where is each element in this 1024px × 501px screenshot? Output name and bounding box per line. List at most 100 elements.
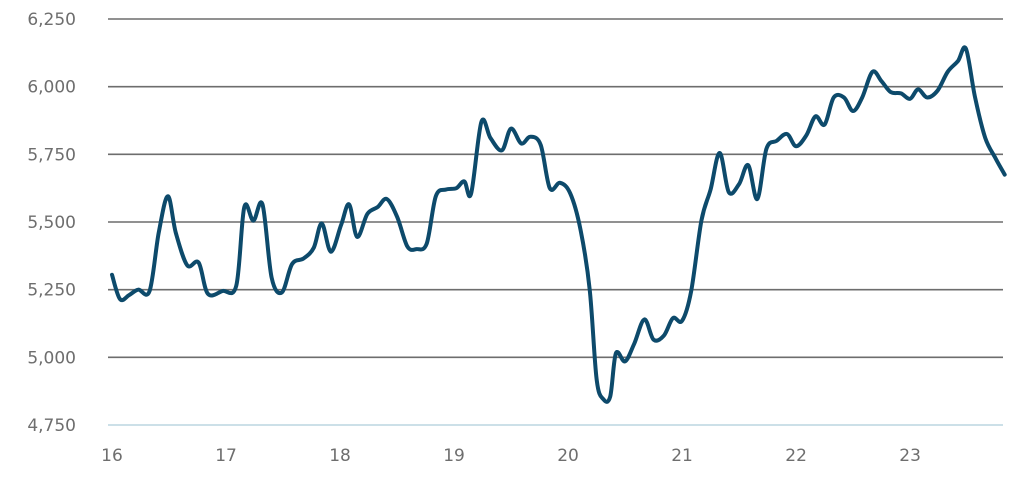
data-point: [454, 186, 458, 190]
data-point: [185, 263, 189, 267]
y-tick-label: 4,750: [27, 416, 76, 436]
data-point: [871, 70, 875, 74]
data-point: [118, 297, 122, 301]
x-tick-label: 16: [101, 446, 123, 466]
data-point: [166, 194, 170, 198]
x-tick-label: 21: [671, 446, 693, 466]
data-point: [764, 147, 768, 151]
data-point: [842, 96, 846, 100]
data-point: [936, 89, 940, 93]
data-point: [206, 292, 210, 296]
data-point: [500, 148, 504, 152]
data-point: [157, 231, 161, 235]
data-point: [680, 319, 684, 323]
data-point: [925, 96, 929, 100]
data-point: [320, 221, 324, 225]
y-tick-label: 5,750: [27, 145, 76, 165]
data-point: [889, 90, 893, 94]
gridlines: [108, 18, 1003, 426]
data-point: [623, 359, 627, 363]
data-point: [579, 228, 583, 232]
data-point: [251, 219, 255, 223]
data-point: [347, 202, 351, 206]
data-point: [718, 151, 722, 155]
data-point: [608, 395, 612, 399]
y-tick-label: 5,000: [27, 348, 76, 368]
data-point: [136, 288, 140, 292]
data-point: [302, 257, 306, 261]
data-point: [880, 79, 884, 83]
data-point: [614, 351, 618, 355]
data-point: [509, 127, 513, 131]
data-point: [973, 96, 977, 100]
data-point: [261, 202, 265, 206]
data-point: [662, 334, 666, 338]
data-point: [823, 123, 827, 127]
data-point: [1003, 173, 1007, 177]
data-point: [462, 179, 466, 183]
data-point: [983, 136, 987, 140]
data-point: [270, 276, 274, 280]
x-tick-label: 23: [899, 446, 921, 466]
data-point: [632, 342, 636, 346]
data-point: [558, 181, 562, 185]
y-tick-label: 6,000: [27, 78, 76, 98]
data-point: [110, 273, 114, 277]
data-point: [312, 246, 316, 250]
series-layer: [110, 45, 1007, 404]
data-point: [804, 133, 808, 137]
data-point: [405, 244, 409, 248]
data-point: [528, 135, 532, 139]
data-point: [727, 190, 731, 194]
series-line: [110, 45, 1007, 404]
data-point: [290, 262, 294, 266]
data-point: [737, 182, 741, 186]
data-point: [785, 132, 789, 136]
data-point: [519, 142, 523, 146]
data-point: [434, 194, 438, 198]
data-point: [588, 288, 592, 292]
x-tick-label: 22: [785, 446, 807, 466]
data-point: [280, 290, 284, 294]
data-point: [946, 70, 950, 74]
data-point: [595, 377, 599, 381]
y-tick-label: 5,250: [27, 281, 76, 301]
data-point: [479, 120, 483, 124]
data-point: [899, 91, 903, 95]
data-point: [489, 136, 493, 140]
data-point: [395, 215, 399, 219]
data-point: [329, 250, 333, 254]
data-point: [601, 397, 605, 401]
data-point: [860, 96, 864, 100]
data-point: [425, 242, 429, 246]
data-point: [539, 143, 543, 147]
data-point: [444, 188, 448, 192]
data-point: [832, 96, 836, 100]
x-axis-tick-labels: 16 17 18 19 20 21 22 23: [101, 446, 921, 466]
y-axis-tick-labels: 4,750 5,000 5,250 5,500 5,750 6,000 6,250: [27, 10, 76, 436]
data-point: [956, 59, 960, 63]
data-point: [469, 192, 473, 196]
data-point: [794, 144, 798, 148]
data-point: [652, 338, 656, 342]
data-point: [174, 231, 178, 235]
data-point: [355, 235, 359, 239]
y-tick-label: 5,500: [27, 213, 76, 233]
data-point: [851, 109, 855, 113]
data-point: [148, 289, 152, 293]
data-point: [339, 223, 343, 227]
x-tick-label: 19: [443, 446, 465, 466]
data-point: [642, 317, 646, 321]
data-point: [376, 205, 380, 209]
data-point: [746, 163, 750, 167]
x-tick-label: 17: [215, 446, 237, 466]
data-point: [127, 293, 131, 297]
data-point: [242, 205, 246, 209]
data-point: [908, 97, 912, 101]
data-point: [221, 289, 225, 293]
data-point: [689, 289, 693, 293]
data-point: [548, 186, 552, 190]
data-point: [775, 139, 779, 143]
data-point: [755, 197, 759, 201]
